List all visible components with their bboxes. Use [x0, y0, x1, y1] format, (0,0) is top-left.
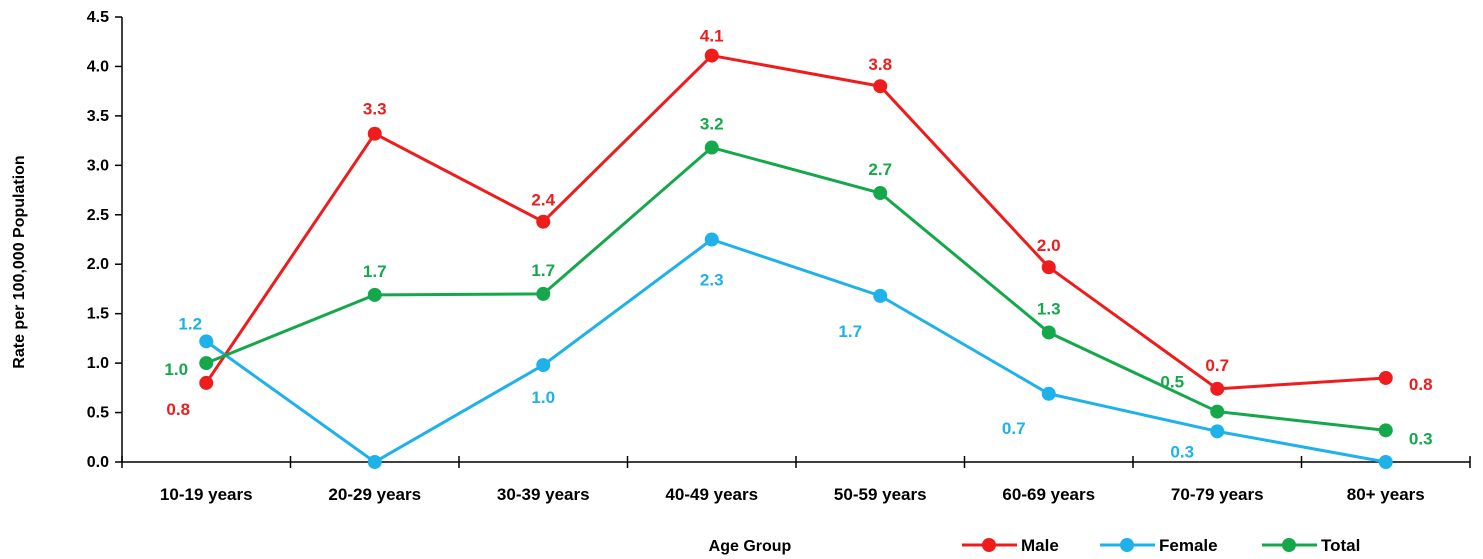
data-point-female	[1210, 424, 1225, 439]
legend-label-total: Total	[1321, 536, 1360, 555]
series-group	[199, 48, 1393, 469]
data-label-female: 2.3	[700, 271, 724, 290]
y-axis: 0.0 0.5 1.0 1.5 2.0 2.5 3.0 3.5 4.0 4.5	[87, 9, 123, 471]
data-point-female	[873, 288, 888, 303]
legend-label-female: Female	[1159, 536, 1218, 555]
data-label-male: 0.8	[166, 400, 190, 419]
y-tick-label: 1.5	[87, 306, 109, 323]
data-label-male: 3.8	[868, 55, 892, 74]
data-label-female: 0.3	[1170, 442, 1194, 461]
x-axis-title: Age Group	[709, 538, 792, 555]
legend-swatch-marker-male	[982, 538, 996, 552]
x-tick-label: 10-19 years	[160, 485, 253, 504]
legend-swatch-marker-total	[1282, 538, 1296, 552]
series-line-total	[205, 146, 1386, 432]
data-point-male	[1210, 381, 1225, 396]
x-tick-label: 20-29 years	[328, 485, 421, 504]
y-axis-title: Rate per 100,000 Population	[11, 155, 28, 368]
data-label-male: 0.7	[1205, 356, 1229, 375]
data-point-male	[1378, 370, 1393, 385]
data-label-male: 3.3	[363, 100, 387, 119]
y-tick-label: 4.5	[87, 9, 109, 26]
data-point-total	[199, 356, 214, 371]
data-point-male	[199, 375, 214, 390]
data-label-male: 2.4	[531, 191, 555, 210]
data-label-male: 2.0	[1037, 236, 1061, 255]
y-tick-label: 2.5	[87, 207, 109, 224]
data-label-female: 0.7	[1002, 419, 1026, 438]
data-point-male	[873, 79, 888, 94]
legend-label-male: Male	[1021, 536, 1059, 555]
data-point-female	[704, 232, 719, 247]
data-label-total: 1.7	[363, 262, 387, 281]
data-label-total: 0.5	[1160, 373, 1184, 392]
data-point-female	[536, 358, 551, 373]
data-label-male: 0.8	[1409, 375, 1433, 394]
data-label-total: 2.7	[868, 160, 892, 179]
data-label-total: 0.3	[1409, 429, 1433, 448]
data-point-total	[367, 287, 382, 302]
x-tick-label: 70-79 years	[1171, 485, 1264, 504]
x-tick-label: 60-69 years	[1002, 485, 1095, 504]
data-point-total	[1210, 404, 1225, 419]
data-point-male	[367, 126, 382, 141]
data-point-total	[873, 186, 888, 201]
x-tick-label: 50-59 years	[834, 485, 927, 504]
data-point-total	[1041, 325, 1056, 340]
y-tick-label: 3.0	[87, 157, 109, 174]
data-point-female	[367, 455, 382, 469]
x-tick-label: 80+ years	[1347, 485, 1425, 504]
data-point-female	[1378, 455, 1393, 469]
data-point-female	[1041, 386, 1056, 401]
data-point-male	[704, 48, 719, 63]
y-tick-label: 1.0	[87, 355, 109, 372]
data-label-total: 1.0	[164, 360, 188, 379]
y-tick-label: 4.0	[87, 58, 109, 75]
data-label-total: 1.7	[531, 261, 555, 280]
series-line-male	[205, 54, 1386, 391]
data-point-female	[199, 334, 214, 349]
data-labels: 0.8 3.3 2.4 4.1 3.8 2.0 0.7 0.8 1.2 1.0 2.3 1.7 0.7 0…	[164, 27, 1432, 462]
series-line-female	[205, 238, 1387, 464]
data-point-total	[704, 140, 719, 155]
data-label-total: 3.2	[700, 115, 724, 134]
y-tick-label: 2.0	[87, 256, 109, 273]
data-point-total	[1378, 423, 1393, 438]
data-point-male	[1041, 260, 1056, 275]
x-axis: 10-19 years 20-29 years 30-39 years 40-49 y…	[121, 456, 1471, 504]
data-label-female: 1.7	[838, 322, 862, 341]
data-label-total: 1.3	[1037, 299, 1061, 318]
legend-swatch-marker-female	[1120, 538, 1134, 552]
legend: Male Female Total	[962, 536, 1360, 555]
y-tick-label: 0.5	[87, 405, 109, 422]
data-label-male: 4.1	[700, 27, 724, 46]
data-label-female: 1.0	[531, 388, 555, 407]
data-point-total	[536, 286, 551, 301]
x-tick-label: 30-39 years	[497, 485, 590, 504]
data-point-male	[536, 214, 551, 229]
x-tick-label: 40-49 years	[665, 485, 758, 504]
y-tick-label: 0.0	[87, 454, 109, 471]
y-tick-label: 3.5	[87, 108, 109, 125]
data-label-female: 1.2	[178, 314, 202, 333]
